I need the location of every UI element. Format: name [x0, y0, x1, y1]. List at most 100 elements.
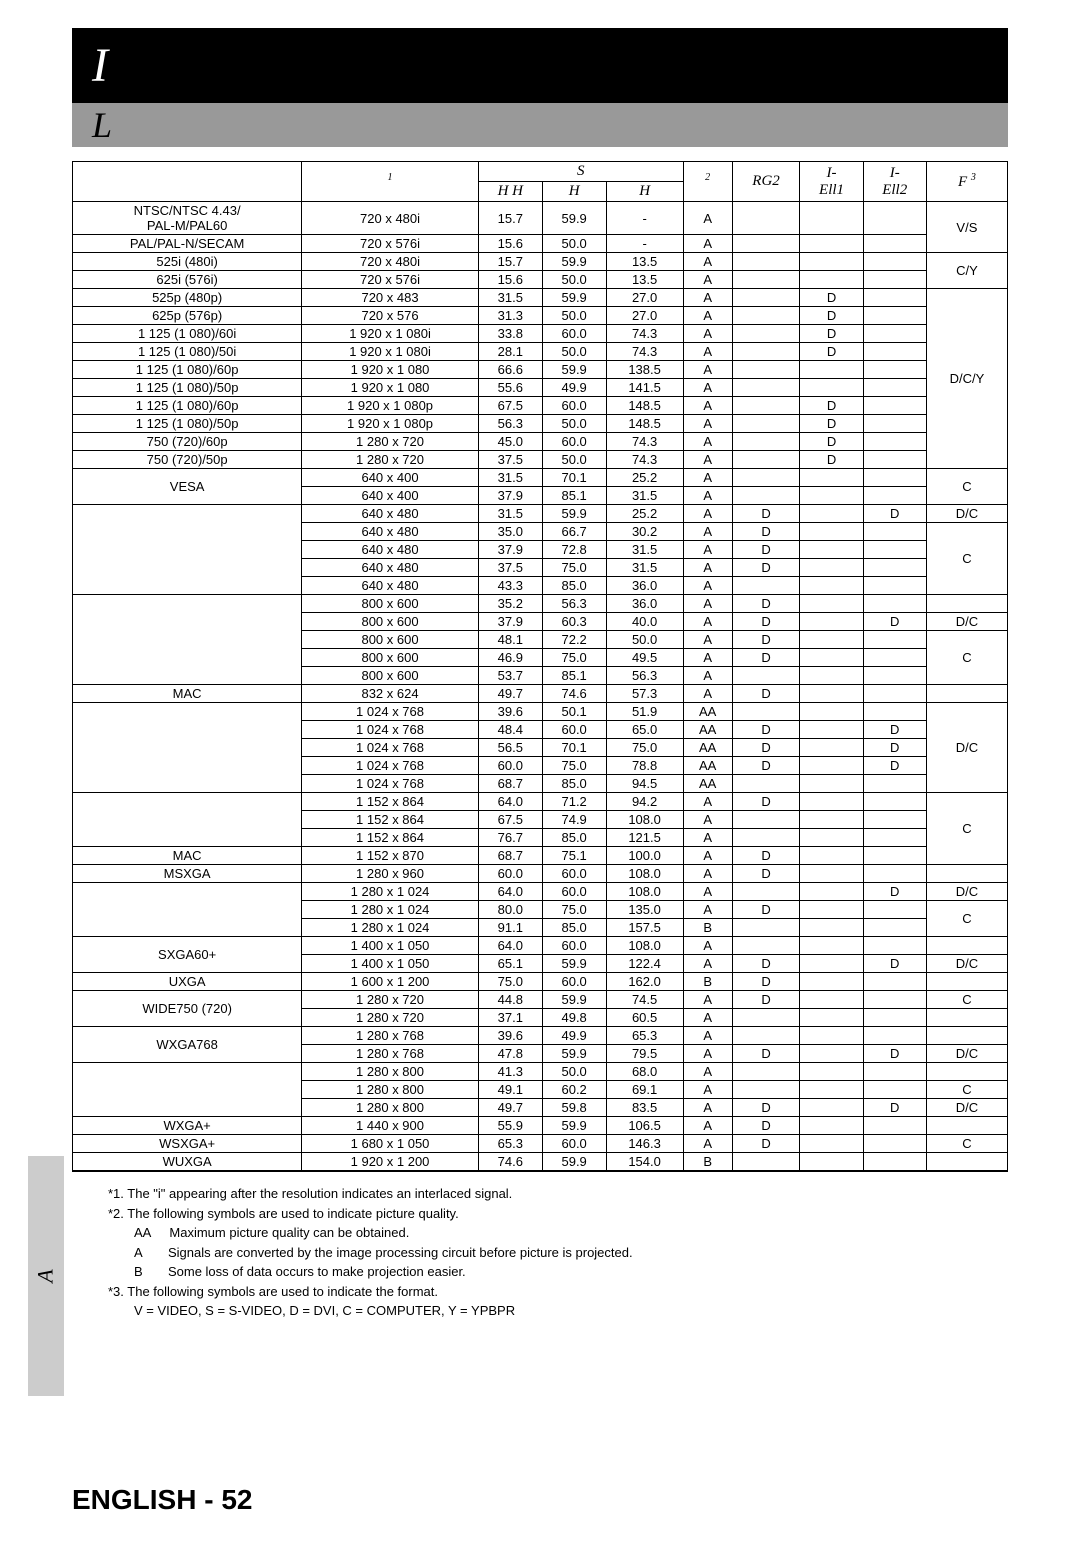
- cell: 108.0: [606, 883, 683, 901]
- cell: 60.0: [542, 325, 606, 343]
- cell: D: [863, 505, 926, 523]
- cell: 640 x 480: [302, 559, 479, 577]
- cell: [732, 703, 800, 721]
- cell: AA: [683, 703, 732, 721]
- table-row: WSXGA+1 680 x 1 05065.360.0146.3ADC: [73, 1135, 1008, 1153]
- cell: [863, 1027, 926, 1045]
- cell: [732, 883, 800, 901]
- cell-mode: [73, 793, 302, 847]
- cell: D: [800, 343, 863, 361]
- table-row: SXGA60+1 400 x 1 05064.060.0108.0A: [73, 937, 1008, 955]
- cell: 640 x 480: [302, 523, 479, 541]
- cell: 1 280 x 800: [302, 1063, 479, 1081]
- cell: 1 280 x 720: [302, 1009, 479, 1027]
- cell: [800, 919, 863, 937]
- cell: 141.5: [606, 379, 683, 397]
- cell: A: [683, 433, 732, 451]
- cell: [863, 541, 926, 559]
- table-row: WXGA7681 280 x 76839.649.965.3A: [73, 1027, 1008, 1045]
- cell-mode: [73, 703, 302, 793]
- cell: 50.0: [542, 271, 606, 289]
- cell-mode: WUXGA: [73, 1153, 302, 1172]
- cell-format: [926, 865, 1007, 883]
- cell: 154.0: [606, 1153, 683, 1172]
- cell: 56.3: [606, 667, 683, 685]
- cell: 74.3: [606, 451, 683, 469]
- cell: [732, 919, 800, 937]
- cell: A: [683, 991, 732, 1009]
- cell: A: [683, 577, 732, 595]
- cell: 79.5: [606, 1045, 683, 1063]
- cell: D: [732, 631, 800, 649]
- cell: [732, 415, 800, 433]
- cell: [863, 271, 926, 289]
- cell: D: [732, 991, 800, 1009]
- cell: 1 400 x 1 050: [302, 937, 479, 955]
- cell: 13.5: [606, 253, 683, 271]
- cell: 1 920 x 1 080i: [302, 325, 479, 343]
- cell-mode: MAC: [73, 847, 302, 865]
- cell: A: [683, 1135, 732, 1153]
- cell: 1 024 x 768: [302, 775, 479, 793]
- cell-mode: MSXGA: [73, 865, 302, 883]
- cell: [863, 919, 926, 937]
- cell: [732, 451, 800, 469]
- cell-format: C: [926, 1135, 1007, 1153]
- cell: A: [683, 829, 732, 847]
- cell: [800, 595, 863, 613]
- cell: [863, 793, 926, 811]
- cell: [863, 523, 926, 541]
- cell: [800, 703, 863, 721]
- cell: [863, 847, 926, 865]
- cell-format: D/C: [926, 883, 1007, 901]
- cell: [732, 202, 800, 235]
- cell: [863, 649, 926, 667]
- cell: 1 280 x 800: [302, 1099, 479, 1117]
- cell: 74.3: [606, 433, 683, 451]
- table-row: VESA640 x 40031.570.125.2AC: [73, 469, 1008, 487]
- cell: 64.0: [478, 937, 542, 955]
- cell: 74.6: [478, 1153, 542, 1172]
- cell: D: [863, 1045, 926, 1063]
- cell: 91.1: [478, 919, 542, 937]
- cell: AA: [683, 775, 732, 793]
- table-row: NTSC/NTSC 4.43/PAL-M/PAL60720 x 480i15.7…: [73, 202, 1008, 235]
- cell: [732, 1081, 800, 1099]
- cell-mode: 750 (720)/50p: [73, 451, 302, 469]
- cell: 59.9: [542, 361, 606, 379]
- cell: [800, 1099, 863, 1117]
- cell-format: [926, 973, 1007, 991]
- cell: D: [732, 1099, 800, 1117]
- col-hh: H H: [478, 182, 542, 202]
- col-fmt: F 3: [926, 162, 1007, 202]
- cell: 74.9: [542, 811, 606, 829]
- cell: [800, 379, 863, 397]
- cell: 640 x 400: [302, 487, 479, 505]
- cell: 64.0: [478, 883, 542, 901]
- cell-mode: PAL/PAL-N/SECAM: [73, 235, 302, 253]
- table-row: 1 280 x 1 02464.060.0108.0ADD/C: [73, 883, 1008, 901]
- cell: 37.9: [478, 541, 542, 559]
- cell: 1 024 x 768: [302, 721, 479, 739]
- cell: [863, 1117, 926, 1135]
- cell-format: [926, 595, 1007, 613]
- cell: AA: [683, 721, 732, 739]
- cell: 48.1: [478, 631, 542, 649]
- col-scan: S: [478, 162, 683, 182]
- cell: [800, 1063, 863, 1081]
- cell: [863, 829, 926, 847]
- cell-mode: WSXGA+: [73, 1135, 302, 1153]
- cell: 60.0: [542, 1135, 606, 1153]
- cell-format: D/C/Y: [926, 289, 1007, 469]
- cell: B: [683, 973, 732, 991]
- cell: 50.1: [542, 703, 606, 721]
- cell: 74.6: [542, 685, 606, 703]
- cell: [732, 829, 800, 847]
- table-row: WIDE750 (720)1 280 x 72044.859.974.5ADC: [73, 991, 1008, 1009]
- cell-mode: WXGA768: [73, 1027, 302, 1063]
- cell: 31.5: [478, 469, 542, 487]
- cell: D: [732, 1045, 800, 1063]
- cell: 85.1: [542, 487, 606, 505]
- cell-format: C/Y: [926, 253, 1007, 289]
- cell: D: [800, 307, 863, 325]
